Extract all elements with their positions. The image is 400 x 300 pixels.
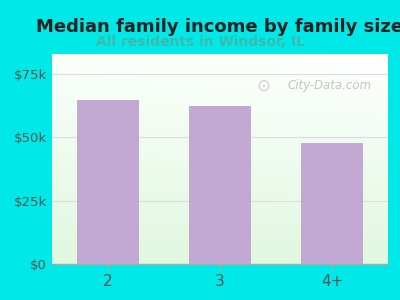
Bar	[301, 142, 363, 264]
Bar	[189, 106, 251, 264]
Bar	[77, 100, 139, 264]
Title: Median family income by family size: Median family income by family size	[36, 18, 400, 36]
Text: ⊙: ⊙	[257, 76, 271, 94]
Text: City-Data.com: City-Data.com	[287, 79, 371, 92]
Text: All residents in Windsor, IL: All residents in Windsor, IL	[96, 34, 304, 49]
